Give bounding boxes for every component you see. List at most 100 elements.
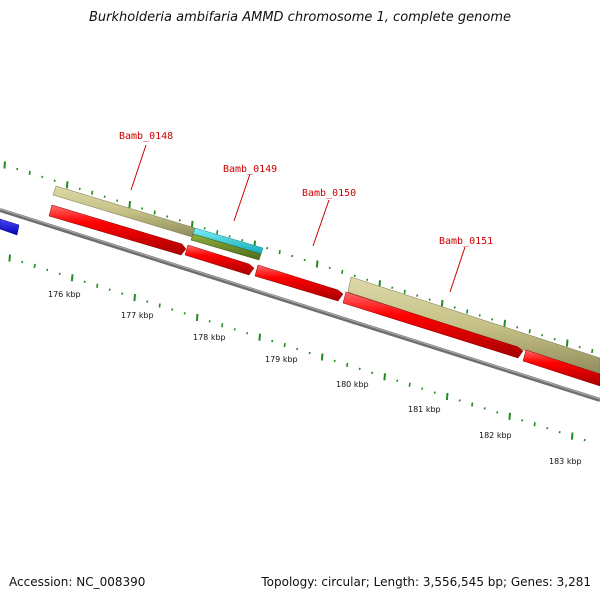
gene-label-bamb-0151[interactable]: Bamb_0151 xyxy=(439,236,493,247)
scale-tick-inner xyxy=(308,351,311,355)
map-title: Burkholderia ambifaria AMMD chromosome 1… xyxy=(88,10,512,25)
scale-tick-inner xyxy=(296,347,299,351)
kbp-label-180: 180 kbp xyxy=(336,380,369,389)
scale-tick-inner xyxy=(283,342,286,348)
gene-track-bamb-0151[interactable] xyxy=(347,276,600,376)
scale-tick-outer xyxy=(128,201,131,209)
scale-tick-outer xyxy=(553,337,556,341)
scale-tick-outer xyxy=(166,215,169,218)
leader-line-bamb-0148 xyxy=(130,144,147,191)
cds-bamb-0149[interactable] xyxy=(184,244,255,276)
scale-tick-inner xyxy=(458,399,461,402)
scale-tick-outer xyxy=(353,274,356,278)
scale-tick-outer xyxy=(478,314,481,317)
kbp-label-181: 181 kbp xyxy=(408,405,441,414)
previous-gene-feature[interactable] xyxy=(0,218,20,236)
scale-tick-outer xyxy=(91,190,94,195)
scale-tick-outer xyxy=(141,207,144,210)
gene-label-bamb-0149[interactable]: Bamb_0149 xyxy=(223,164,277,175)
kbp-label-183: 183 kbp xyxy=(549,457,582,466)
scale-tick-outer xyxy=(440,299,444,308)
cds-bamb-0150[interactable] xyxy=(254,264,344,302)
ticks-inner xyxy=(8,254,586,442)
scale-tick-outer xyxy=(328,266,331,270)
scale-tick-inner xyxy=(408,382,411,387)
scale-tick-outer xyxy=(178,219,181,222)
scale-tick-inner xyxy=(33,263,36,269)
scale-tick-inner xyxy=(570,432,574,440)
gene-label-bamb-0150[interactable]: Bamb_0150 xyxy=(302,188,356,199)
gene-highlight-bamb-0149-lower[interactable] xyxy=(190,233,262,261)
scale-tick-inner xyxy=(108,288,111,291)
scale-tick-inner xyxy=(445,392,449,401)
scale-tick-inner xyxy=(346,362,349,368)
scale-tick-inner xyxy=(433,391,436,394)
ticks-outer xyxy=(3,161,594,354)
leader-line-bamb-0151 xyxy=(449,246,466,293)
scale-tick-inner xyxy=(21,260,24,264)
scale-tick-outer xyxy=(53,179,56,183)
scale-tick-inner xyxy=(546,426,549,430)
gene-label-bamb-0148[interactable]: Bamb_0148 xyxy=(119,131,173,142)
scale-tick-inner xyxy=(46,268,49,272)
scale-tick-outer xyxy=(416,294,419,297)
scale-tick-inner xyxy=(421,387,424,390)
scale-tick-outer xyxy=(565,339,569,347)
scale-tick-outer xyxy=(153,210,156,215)
scale-tick-inner xyxy=(320,353,324,361)
scale-tick-outer xyxy=(503,319,506,327)
scale-tick-outer xyxy=(303,258,306,262)
scale-tick-outer xyxy=(391,286,394,289)
scale-tick-inner xyxy=(521,419,524,422)
scale-tick-inner xyxy=(83,280,86,284)
leader-line-bamb-0149 xyxy=(233,173,251,222)
scale-tick-outer xyxy=(578,345,581,349)
scale-tick-outer xyxy=(203,227,206,230)
scale-tick-inner xyxy=(508,412,511,420)
scale-tick-inner xyxy=(171,308,174,311)
scale-tick-outer xyxy=(541,333,544,337)
scale-tick-outer xyxy=(428,298,431,301)
scale-tick-outer xyxy=(228,235,231,238)
scale-tick-outer xyxy=(516,326,519,329)
scale-tick-outer xyxy=(65,181,69,189)
scale-tick-outer xyxy=(103,195,106,198)
scale-tick-inner xyxy=(246,331,249,335)
kbp-label-178: 178 kbp xyxy=(193,333,226,342)
scale-tick-inner xyxy=(258,333,261,341)
scale-tick-inner xyxy=(396,379,399,382)
scale-tick-inner xyxy=(333,359,336,363)
scale-tick-inner xyxy=(133,294,136,302)
cds-next[interactable] xyxy=(522,349,600,387)
scale-tick-inner xyxy=(471,402,474,407)
scale-tick-outer xyxy=(315,260,319,268)
scale-tick-inner xyxy=(533,422,536,427)
scale-tick-outer xyxy=(78,187,81,191)
scale-tick-outer xyxy=(266,246,269,250)
cds-bamb-0148[interactable] xyxy=(48,204,187,256)
scale-tick-outer xyxy=(116,199,119,202)
chromosome-backbone-highlight xyxy=(0,208,600,400)
kbp-label-176: 176 kbp xyxy=(48,290,81,299)
scale-tick-inner xyxy=(183,312,186,315)
scale-tick-outer xyxy=(28,170,31,176)
kbp-label-182: 182 kbp xyxy=(479,431,512,440)
scale-tick-outer xyxy=(278,249,281,255)
scale-tick-inner xyxy=(70,274,74,282)
scale-tick-inner xyxy=(233,328,236,331)
scale-tick-outer xyxy=(41,175,44,179)
cds-bamb-0151[interactable] xyxy=(342,291,524,359)
scale-tick-inner xyxy=(208,320,211,323)
scale-tick-inner xyxy=(8,254,11,262)
chromosome-backbone xyxy=(0,208,600,402)
scale-tick-outer xyxy=(291,254,294,258)
scale-tick-inner xyxy=(271,339,274,343)
scale-tick-outer xyxy=(241,238,244,242)
scale-tick-outer xyxy=(453,306,456,309)
scale-tick-outer xyxy=(366,278,369,282)
scale-tick-inner xyxy=(121,292,124,295)
scale-tick-outer xyxy=(3,161,6,169)
scale-tick-inner xyxy=(558,430,561,434)
